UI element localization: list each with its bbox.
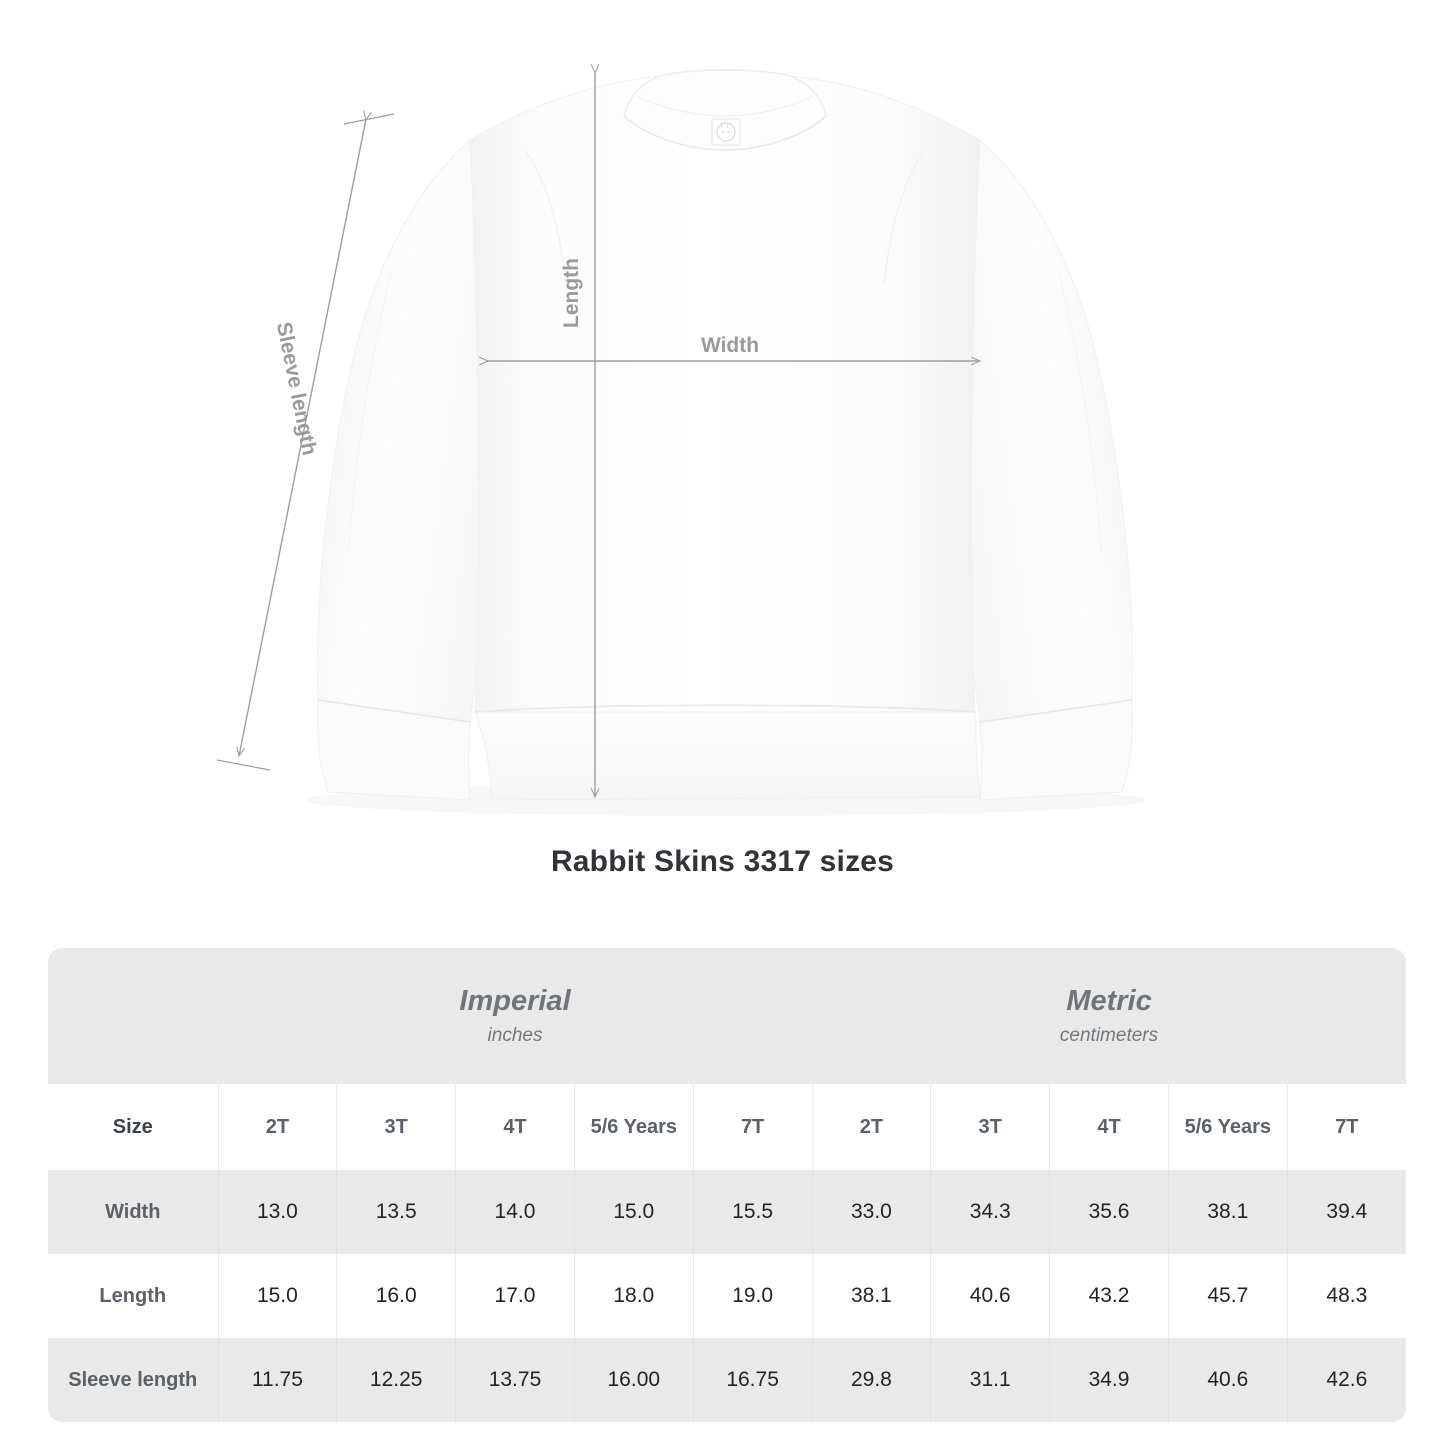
size-column-header: 4T	[1049, 1084, 1169, 1170]
size-table: Imperial inches Metric centimeters Size …	[48, 948, 1407, 1422]
table-cell: 17.0	[455, 1254, 575, 1338]
table-cell: 40.6	[1167, 1338, 1288, 1422]
size-header-row: Size 2T 3T 4T 5/6 Years 7T 2T 3T 4T 5/6 …	[48, 1084, 1407, 1170]
unit-header-row: Imperial inches Metric centimeters	[48, 948, 1407, 1084]
table-row: Sleeve length 11.75 12.25 13.75 16.00 16…	[48, 1338, 1407, 1422]
table-cell: 48.3	[1286, 1254, 1407, 1338]
table-cell: 13.75	[455, 1338, 575, 1422]
table-cell: 13.0	[217, 1170, 337, 1254]
size-column-header: 2T	[811, 1084, 931, 1170]
size-column-header: 5/6 Years	[1167, 1084, 1288, 1170]
table-cell: 31.1	[930, 1338, 1050, 1422]
sleeve-length-arrow	[239, 119, 366, 756]
table-cell: 34.9	[1049, 1338, 1169, 1422]
size-column-header: 5/6 Years	[573, 1084, 694, 1170]
unit-sub-metric: centimeters	[1059, 1024, 1159, 1046]
table-cell: 16.00	[573, 1338, 694, 1422]
garment-illustration: Length Width Sleeve length	[216, 0, 1134, 801]
table-cell: 42.6	[1286, 1338, 1407, 1422]
row-label-length: Length	[48, 1254, 218, 1338]
size-header-label: Size	[48, 1084, 218, 1170]
table-cell: 45.7	[1167, 1254, 1288, 1338]
sleeve-length-label: Sleeve length	[272, 320, 321, 457]
sleeve-tick-top	[343, 113, 395, 125]
table-row: Length 15.0 16.0 17.0 18.0 19.0 38.1 40.…	[48, 1254, 1407, 1338]
size-column-header: 3T	[930, 1084, 1050, 1170]
table-cell: 12.25	[336, 1338, 456, 1422]
unit-header-imperial: Imperial inches	[218, 948, 813, 1084]
table-cell: 14.0	[455, 1170, 575, 1254]
table-cell: 11.75	[217, 1338, 337, 1422]
garment-body	[469, 75, 981, 801]
unit-header-metric: Metric centimeters	[812, 948, 1407, 1084]
table-cell: 38.1	[1167, 1170, 1288, 1254]
unit-name-metric: Metric	[1066, 985, 1152, 1018]
rabbit-logo-icon	[716, 122, 736, 142]
table-cell: 29.8	[811, 1338, 931, 1422]
table-cell: 18.0	[573, 1254, 694, 1338]
table-cell: 16.0	[336, 1254, 456, 1338]
table-cell: 40.6	[930, 1254, 1050, 1338]
table-cell: 35.6	[1049, 1170, 1169, 1254]
collar	[623, 69, 827, 151]
garment-diagram: Length Width Sleeve length	[216, 0, 1134, 801]
unit-name-imperial: Imperial	[459, 985, 571, 1018]
table-row: Width 13.0 13.5 14.0 15.0 15.5 33.0 34.3…	[48, 1170, 1407, 1254]
table-cell: 15.5	[692, 1170, 813, 1254]
size-table-container: Imperial inches Metric centimeters Size …	[48, 948, 1407, 1422]
table-cell: 13.5	[336, 1170, 456, 1254]
size-column-header: 2T	[217, 1084, 337, 1170]
unit-header-spacer	[48, 948, 218, 1084]
row-label-sleeve-length: Sleeve length	[48, 1338, 218, 1422]
size-column-header: 7T	[1286, 1084, 1407, 1170]
unit-sub-imperial: inches	[487, 1024, 543, 1046]
table-cell: 16.75	[692, 1338, 813, 1422]
width-label: Width	[701, 334, 759, 357]
table-cell: 15.0	[217, 1254, 337, 1338]
table-cell: 38.1	[811, 1254, 931, 1338]
table-cell: 39.4	[1286, 1170, 1407, 1254]
size-column-header: 3T	[336, 1084, 456, 1170]
table-cell: 43.2	[1049, 1254, 1169, 1338]
neck-label-tag	[711, 118, 741, 146]
size-column-header: 4T	[455, 1084, 575, 1170]
row-label-width: Width	[48, 1170, 218, 1254]
table-cell: 33.0	[811, 1170, 931, 1254]
size-column-header: 7T	[692, 1084, 813, 1170]
table-cell: 34.3	[930, 1170, 1050, 1254]
length-label: Length	[560, 258, 583, 328]
table-cell: 15.0	[573, 1170, 694, 1254]
sleeve-tick-bottom	[216, 759, 271, 771]
page-title: Rabbit Skins 3317 sizes	[550, 845, 895, 878]
table-cell: 19.0	[692, 1254, 813, 1338]
